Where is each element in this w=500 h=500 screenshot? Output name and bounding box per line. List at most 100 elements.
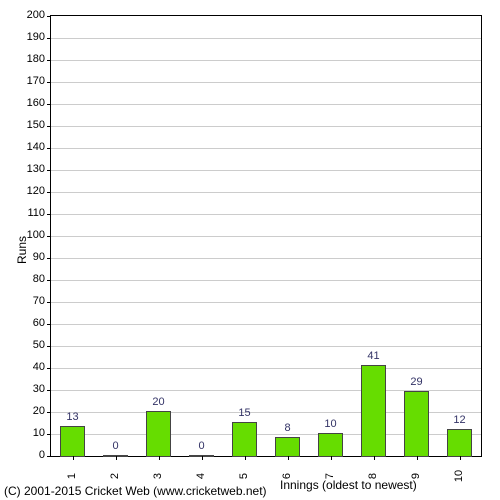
xtick-mark [374,456,375,460]
ytick-label: 90 [15,251,45,263]
ytick-label: 20 [15,405,45,417]
ytick-label: 130 [15,163,45,175]
gridline [51,302,481,303]
gridline [51,38,481,39]
ytick-mark [47,82,51,83]
bar [233,423,257,456]
bar [405,392,429,456]
xtick-mark [245,456,246,460]
gridline [51,126,481,127]
xtick-label: 4 [195,473,207,479]
ytick-mark [47,104,51,105]
ytick-label: 30 [15,383,45,395]
xtick-mark [417,456,418,460]
xtick-mark [202,456,203,460]
bar-value-label: 15 [238,407,250,419]
bar [448,430,472,456]
ytick-mark [47,456,51,457]
xtick-label: 8 [367,473,379,479]
xtick-mark [331,456,332,460]
ytick-mark [47,368,51,369]
bar-value-label: 10 [324,418,336,430]
gridline [51,258,481,259]
gridline [51,214,481,215]
ytick-mark [47,16,51,17]
bar [362,366,386,456]
ytick-mark [47,170,51,171]
gridline [51,104,481,105]
ytick-label: 80 [15,273,45,285]
ytick-mark [47,192,51,193]
bar-value-label: 0 [198,440,204,452]
ytick-mark [47,434,51,435]
xtick-label: 3 [152,473,164,479]
ytick-label: 40 [15,361,45,373]
xtick-label: 9 [410,473,422,479]
gridline [51,192,481,193]
bar-value-label: 41 [367,350,379,362]
ytick-label: 120 [15,185,45,197]
gridline [51,82,481,83]
ytick-mark [47,280,51,281]
ytick-mark [47,38,51,39]
ytick-label: 190 [15,31,45,43]
ytick-label: 200 [15,9,45,21]
bar-value-label: 12 [453,414,465,426]
ytick-label: 180 [15,53,45,65]
bar [147,412,171,456]
ytick-label: 60 [15,317,45,329]
ytick-label: 70 [15,295,45,307]
ytick-mark [47,60,51,61]
xtick-label: 10 [453,470,465,482]
xtick-mark [159,456,160,460]
xtick-label: 5 [238,473,250,479]
xtick-mark [288,456,289,460]
bar-value-label: 13 [66,411,78,423]
plot-area: 13 0 20 0 15 8 10 41 29 12 [50,15,482,457]
xtick-mark [116,456,117,460]
ytick-label: 150 [15,119,45,131]
gridline [51,346,481,347]
ytick-label: 0 [15,449,45,461]
bar [61,427,85,456]
gridline [51,390,481,391]
gridline [51,148,481,149]
ytick-label: 140 [15,141,45,153]
copyright-text: (C) 2001-2015 Cricket Web (www.cricketwe… [4,484,267,498]
ytick-mark [47,346,51,347]
xtick-mark [73,456,74,460]
gridline [51,324,481,325]
ytick-mark [47,412,51,413]
bar-value-label: 8 [284,422,290,434]
ytick-mark [47,236,51,237]
gridline [51,368,481,369]
ytick-label: 170 [15,75,45,87]
xtick-mark [460,456,461,460]
bar-value-label: 29 [410,376,422,388]
ytick-mark [47,302,51,303]
bar-value-label: 0 [112,440,118,452]
bar [319,434,343,456]
ytick-label: 100 [15,229,45,241]
ytick-label: 50 [15,339,45,351]
gridline [51,170,481,171]
ytick-mark [47,148,51,149]
ytick-mark [47,214,51,215]
xtick-label: 6 [281,473,293,479]
bar-value-label: 20 [152,396,164,408]
xtick-label: 2 [109,473,121,479]
ytick-mark [47,390,51,391]
chart-container: 13020015810412912 Runs Innings (oldest t… [0,0,500,500]
gridline [51,280,481,281]
ytick-mark [47,258,51,259]
ytick-mark [47,324,51,325]
gridline [51,236,481,237]
x-axis-title: Innings (oldest to newest) [280,478,417,492]
gridline [51,60,481,61]
ytick-label: 160 [15,97,45,109]
xtick-label: 1 [66,473,78,479]
ytick-mark [47,126,51,127]
bar [276,438,300,456]
ytick-label: 110 [15,207,45,219]
xtick-label: 7 [324,473,336,479]
